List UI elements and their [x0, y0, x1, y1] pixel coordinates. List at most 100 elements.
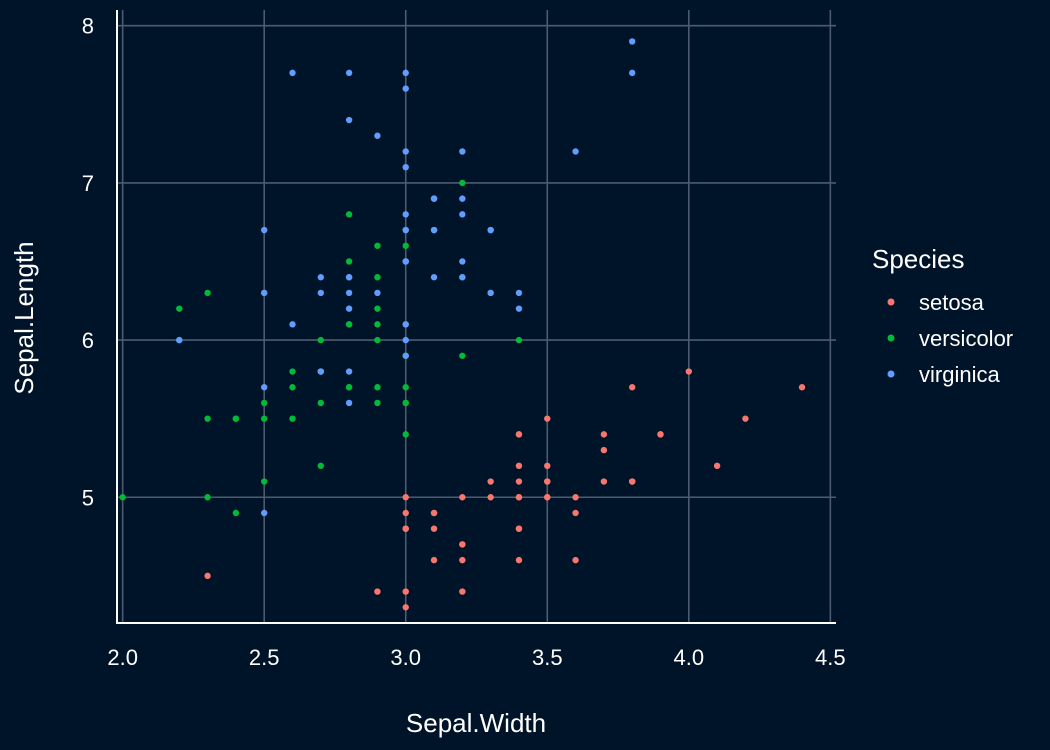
data-point-setosa	[402, 509, 409, 517]
data-point-versicolor	[402, 242, 409, 249]
data-point-setosa	[544, 494, 551, 501]
y-tick-label: 8	[82, 14, 94, 39]
data-point-virginica	[430, 195, 438, 202]
y-tick-label: 5	[82, 485, 94, 510]
data-point-setosa	[430, 525, 438, 532]
data-point-setosa	[374, 588, 381, 595]
data-point-virginica	[260, 384, 268, 391]
x-tick-label: 3.5	[532, 645, 563, 670]
data-point-setosa	[572, 556, 579, 564]
y-tick-label: 6	[82, 328, 94, 353]
legend-label-virginica: virginica	[919, 362, 1000, 387]
data-point-virginica	[628, 38, 636, 45]
data-point-setosa	[204, 572, 211, 580]
data-point-versicolor	[204, 494, 211, 501]
data-point-virginica	[260, 509, 268, 517]
data-point-setosa	[515, 556, 523, 564]
data-point-versicolor	[374, 321, 381, 328]
data-point-versicolor	[260, 478, 268, 485]
data-point-versicolor	[260, 399, 268, 407]
data-point-virginica	[402, 85, 409, 92]
data-point-virginica	[345, 274, 353, 281]
data-point-setosa	[402, 494, 409, 501]
data-point-virginica	[459, 148, 466, 155]
data-point-versicolor	[515, 336, 523, 344]
data-point-versicolor	[204, 415, 211, 422]
data-point-setosa	[628, 478, 636, 485]
data-point-virginica	[345, 69, 353, 77]
data-point-setosa	[459, 588, 466, 595]
data-point-versicolor	[232, 415, 240, 422]
data-point-versicolor	[289, 368, 296, 375]
data-point-virginica	[345, 116, 353, 124]
series-virginica	[176, 38, 636, 517]
data-point-versicolor	[459, 179, 466, 187]
data-point-versicolor	[289, 415, 296, 422]
legend-key-setosa	[887, 298, 895, 306]
data-point-setosa	[544, 415, 551, 422]
data-point-virginica	[402, 321, 409, 328]
data-point-virginica	[459, 211, 466, 218]
data-point-setosa	[544, 478, 551, 485]
data-point-setosa	[600, 478, 608, 485]
data-point-versicolor	[374, 242, 381, 249]
data-point-virginica	[374, 132, 381, 139]
data-point-setosa	[487, 478, 494, 485]
data-point-setosa	[742, 415, 749, 422]
data-point-virginica	[402, 258, 409, 265]
y-tick-label: 7	[82, 171, 94, 196]
data-point-setosa	[657, 431, 664, 438]
legend-label-setosa: setosa	[919, 290, 985, 315]
x-axis-title: Sepal.Width	[406, 708, 546, 738]
data-point-setosa	[713, 462, 721, 470]
x-tick-labels: 2.0 2.5 3.0 3.5 4.0 4.5	[107, 645, 845, 670]
data-point-virginica	[289, 321, 296, 328]
data-point-versicolor	[374, 399, 381, 407]
axes	[116, 10, 836, 624]
data-point-setosa	[798, 384, 806, 391]
data-point-versicolor	[374, 336, 381, 344]
data-point-setosa	[515, 525, 523, 532]
legend-items: setosa versicolor virginica	[887, 290, 1013, 387]
data-point-versicolor	[402, 431, 409, 438]
data-point-virginica	[402, 352, 409, 359]
x-tick-label: 2.0	[107, 645, 138, 670]
data-point-virginica	[317, 289, 325, 297]
data-point-virginica	[402, 211, 409, 218]
data-point-setosa	[685, 368, 693, 375]
data-point-virginica	[487, 289, 494, 297]
data-point-setosa	[572, 509, 579, 517]
data-points	[119, 38, 806, 611]
data-point-versicolor	[402, 399, 409, 407]
data-point-setosa	[572, 494, 579, 501]
data-point-setosa	[515, 478, 523, 485]
data-point-setosa	[487, 494, 494, 501]
data-point-setosa	[430, 509, 438, 517]
data-point-virginica	[345, 399, 353, 407]
y-tick-labels: 5 6 7 8	[82, 14, 94, 511]
x-tick-label: 3.0	[390, 645, 421, 670]
data-point-setosa	[459, 556, 466, 564]
data-point-versicolor	[260, 415, 268, 422]
data-point-virginica	[459, 258, 466, 265]
data-point-setosa	[402, 525, 409, 532]
data-point-setosa	[402, 604, 409, 611]
data-point-setosa	[600, 446, 608, 454]
data-point-virginica	[402, 336, 409, 344]
data-point-setosa	[628, 384, 636, 391]
data-point-virginica	[402, 163, 409, 171]
data-point-versicolor	[374, 305, 381, 312]
data-point-setosa	[515, 462, 523, 470]
data-point-versicolor	[119, 494, 126, 501]
data-point-versicolor	[374, 274, 381, 281]
legend-title: Species	[872, 244, 965, 274]
data-point-setosa	[402, 588, 409, 595]
data-point-versicolor	[289, 384, 296, 391]
data-point-versicolor	[374, 384, 381, 391]
data-point-versicolor	[317, 336, 325, 344]
data-point-virginica	[572, 148, 579, 155]
data-point-setosa	[459, 541, 466, 548]
data-point-virginica	[402, 69, 409, 77]
